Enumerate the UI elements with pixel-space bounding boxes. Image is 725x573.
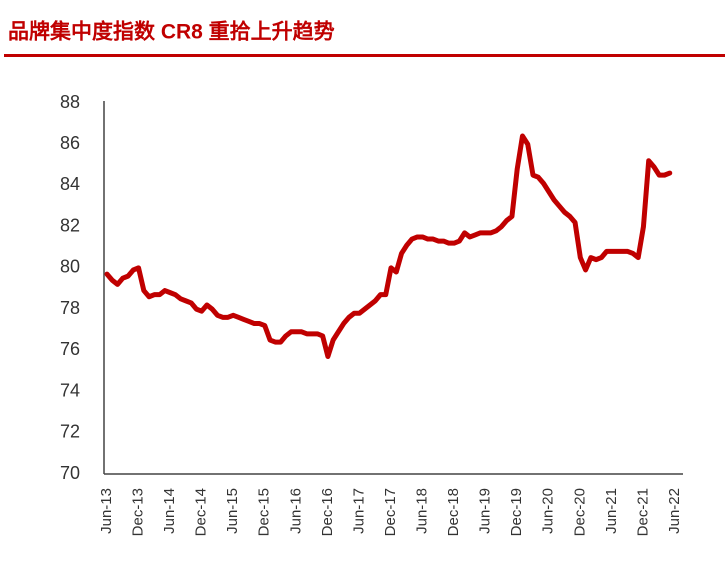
x-tick-label: Dec-17 [382,488,399,536]
x-tick-label: Jun-18 [414,488,431,534]
x-tick-label: Jun-19 [477,488,494,534]
y-tick-label: 86 [60,133,80,153]
chart-title: 品牌集中度指数 CR8 重拾上升趋势 [8,20,335,44]
x-tick-label: Jun-16 [287,488,304,534]
y-tick-label: 80 [60,257,80,277]
y-tick-label: 70 [60,463,80,483]
x-tick-label: Jun-14 [161,488,178,534]
x-tick-label: Dec-15 [256,488,273,536]
x-tick-label: Dec-20 [571,488,588,536]
y-tick-label: 88 [60,92,80,112]
data-line [104,133,673,360]
y-tick-label: 82 [60,215,80,235]
y-tick-label: 84 [60,174,80,194]
title-rule [4,54,725,57]
x-tick-label: Jun-21 [603,488,620,534]
x-tick-label: Jun-22 [666,488,683,534]
x-tick-label: Dec-18 [445,488,462,536]
x-tick-label: Dec-21 [634,488,651,536]
x-tick-label: Dec-16 [319,488,336,536]
y-tick-label: 72 [60,422,80,442]
x-tick-label: Dec-14 [193,488,210,536]
y-tick-label: 78 [60,298,80,318]
x-tick-label: Jun-17 [350,488,367,534]
y-tick-label: 76 [60,339,80,359]
x-tick-label: Dec-13 [130,488,147,536]
x-tick-label: Dec-19 [508,488,525,536]
x-tick-label: Jun-20 [540,488,557,534]
y-tick-label: 74 [60,380,80,400]
x-tick-label: Jun-15 [224,488,241,534]
x-tick-label: Jun-13 [98,488,115,534]
